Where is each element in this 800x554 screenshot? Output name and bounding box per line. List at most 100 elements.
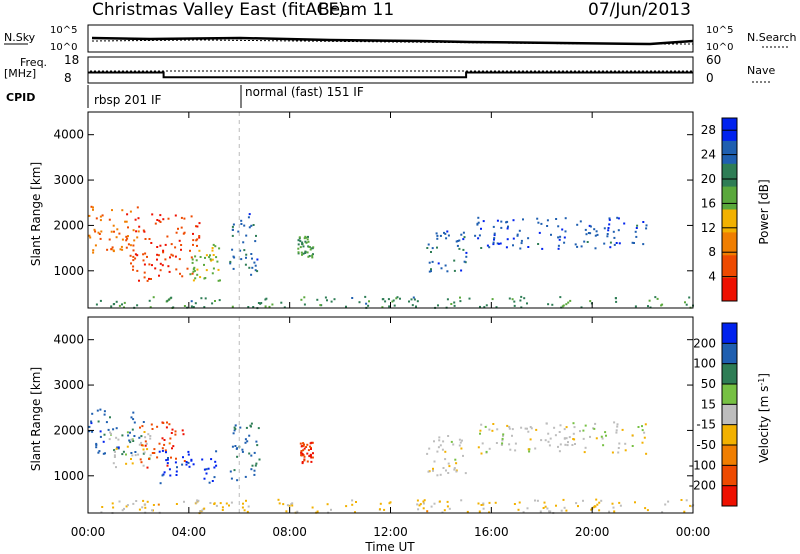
power-echo-cell bbox=[125, 239, 128, 242]
power-echo-cell bbox=[312, 246, 315, 249]
freq-tick-high: 18 bbox=[64, 53, 79, 67]
power-echo-cell bbox=[541, 247, 544, 250]
power-echo-cell bbox=[309, 248, 312, 251]
power-echo-cell bbox=[520, 306, 523, 309]
velocity-echo-cell bbox=[142, 421, 145, 423]
power-echo-cell bbox=[491, 298, 494, 301]
velocity-echo-cell bbox=[285, 510, 288, 513]
power-echo-cell bbox=[252, 306, 255, 308]
power-echo-cell bbox=[247, 216, 250, 219]
power-echo-cell bbox=[159, 244, 162, 247]
power-echo-cell bbox=[453, 301, 456, 304]
nave-label: Nave bbox=[747, 64, 775, 77]
power-colorbar: 4 8 12 16 20 24 28 bbox=[701, 117, 738, 302]
velocity-echo-cell bbox=[115, 427, 118, 430]
velocity-echo-cell bbox=[432, 467, 434, 470]
velocity-echo-cell bbox=[485, 450, 488, 453]
velocity-echo-cell bbox=[175, 470, 178, 473]
power-echo-cell bbox=[368, 300, 370, 303]
power-echo-cell bbox=[205, 269, 208, 272]
power-echo-cell bbox=[297, 251, 300, 254]
power-echo-cell bbox=[229, 260, 232, 263]
velocity-echo-cell bbox=[566, 444, 569, 447]
power-echo-cell bbox=[250, 224, 253, 227]
velocity-echo-cell bbox=[302, 442, 305, 445]
power-colorbar-tick-label: 24 bbox=[701, 148, 716, 162]
velocity-echo-cell bbox=[548, 510, 551, 513]
power-echo-cell bbox=[633, 242, 635, 244]
power-echo-cell bbox=[311, 254, 314, 257]
power-echo-cell bbox=[299, 240, 302, 243]
power-echo-cell bbox=[493, 234, 496, 237]
power-echo-cell bbox=[218, 247, 221, 250]
velocity-echo-cell bbox=[509, 448, 512, 451]
power-echo-cell bbox=[99, 215, 102, 218]
power-echo-cell bbox=[447, 234, 450, 237]
velocity-echo-cell bbox=[301, 461, 304, 463]
velocity-echo-cell bbox=[99, 408, 102, 411]
power-echo-cell bbox=[129, 254, 132, 257]
power-echo-cell bbox=[444, 264, 447, 267]
power-echo-cell bbox=[499, 242, 502, 245]
velocity-colorbar-tick-label: -200 bbox=[689, 479, 716, 493]
velocity-echo-cell bbox=[248, 452, 251, 455]
power-echo-cell bbox=[609, 246, 612, 249]
power-echo-cell bbox=[468, 297, 471, 300]
velocity-echo-cell bbox=[302, 454, 305, 457]
velocity-echo-cell bbox=[146, 448, 149, 451]
velocity-echo-cell bbox=[518, 501, 521, 504]
velocity-echo-cell bbox=[277, 498, 280, 501]
power-colorbar-frame bbox=[721, 117, 738, 302]
power-echo-cell bbox=[99, 237, 102, 240]
velocity-echo-cell bbox=[619, 504, 622, 507]
power-echo-cell bbox=[180, 226, 183, 229]
velocity-echo-cell bbox=[488, 428, 491, 431]
power-echo-cell bbox=[256, 258, 259, 261]
noise-tick-low-right: 10^0 bbox=[706, 42, 733, 53]
power-echo-cell bbox=[126, 213, 129, 216]
velocity-echo-cell bbox=[107, 428, 110, 431]
velocity-echo-cell bbox=[539, 510, 542, 513]
power-echo-cell bbox=[243, 249, 246, 252]
power-echo-cell bbox=[312, 253, 314, 256]
velocity-echo-cell bbox=[245, 499, 247, 502]
power-echo-cell bbox=[204, 297, 207, 300]
velocity-echo-cell bbox=[302, 449, 305, 452]
velocity-echo-cell bbox=[175, 503, 178, 505]
velocity-echo-cell bbox=[643, 436, 646, 439]
velocity-echo-cell bbox=[452, 443, 455, 446]
power-echo-cell bbox=[603, 227, 606, 230]
x-tick-label: 04:00 bbox=[172, 525, 207, 539]
velocity-echo-cell bbox=[508, 427, 511, 430]
power-echo-region bbox=[189, 243, 221, 282]
power-echo-cell bbox=[123, 301, 126, 304]
power-echo-cell bbox=[496, 242, 499, 245]
velocity-echo-cell bbox=[253, 473, 256, 476]
velocity-colorbar-frame bbox=[721, 322, 738, 507]
power-echo-cell bbox=[465, 251, 468, 254]
power-echo-cell bbox=[559, 235, 562, 238]
velocity-echo-cell bbox=[181, 463, 184, 466]
velocity-echo-cell bbox=[208, 481, 211, 484]
power-echo-cell bbox=[264, 305, 267, 308]
power-echo-cell bbox=[108, 218, 111, 221]
velocity-echo-cell bbox=[143, 451, 146, 454]
power-echo-cell bbox=[283, 306, 286, 309]
velocity-echo-cell bbox=[134, 451, 137, 453]
velocity-echo-cell bbox=[303, 455, 306, 458]
velocity-echo-cell bbox=[145, 442, 148, 445]
power-echo-cell bbox=[199, 276, 202, 279]
velocity-echo-cell bbox=[330, 508, 332, 511]
velocity-echo-cell bbox=[162, 422, 165, 424]
velocity-echo-cell bbox=[129, 431, 131, 434]
velocity-echo-cell bbox=[667, 500, 670, 503]
power-echo-cell bbox=[507, 225, 509, 228]
velocity-echo-cell bbox=[442, 467, 445, 469]
power-echo-cell bbox=[607, 229, 610, 232]
velocity-echo-cell bbox=[251, 464, 254, 467]
velocity-echo-cell bbox=[143, 431, 146, 433]
velocity-echo-cell bbox=[506, 424, 509, 427]
power-echo-cell bbox=[462, 248, 465, 251]
power-echo-cell bbox=[240, 223, 243, 225]
velocity-echo-cell bbox=[529, 438, 532, 441]
